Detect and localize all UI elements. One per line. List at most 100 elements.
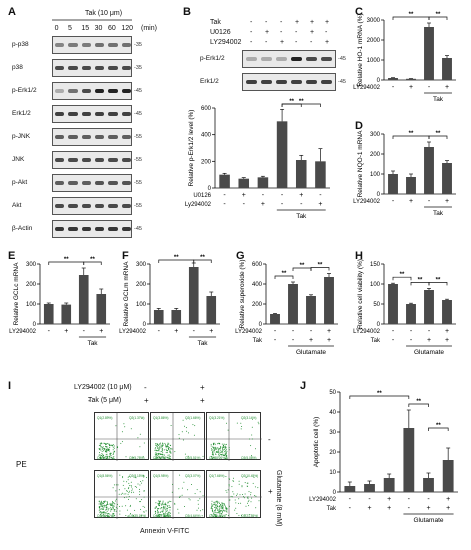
facs-event — [215, 505, 217, 507]
facs-event — [218, 452, 220, 454]
condition-sign: + — [265, 29, 270, 36]
facs-event — [257, 487, 259, 489]
y-tick-label: 300 — [136, 262, 147, 268]
x-sign: + — [409, 84, 413, 91]
facs-event — [220, 446, 222, 448]
facs-event — [110, 507, 112, 509]
blot-band — [261, 57, 272, 61]
facs-event — [226, 422, 227, 424]
facs-event — [160, 458, 162, 459]
x-row-label: Tak — [253, 338, 263, 344]
facs-event — [99, 448, 101, 450]
facs-event — [141, 499, 143, 501]
y-tick-label: 0 — [143, 322, 147, 328]
facs-event — [221, 505, 223, 507]
facs-event — [238, 498, 240, 500]
blot-band — [81, 204, 91, 208]
facs-event — [102, 446, 104, 448]
facs-event — [112, 446, 114, 448]
facs-event — [157, 447, 159, 449]
facs-event — [157, 511, 159, 513]
bar — [442, 163, 452, 194]
quadrant-label: Q4(88.26%) — [209, 456, 226, 460]
facs-event — [181, 494, 183, 496]
facs-event — [250, 494, 252, 496]
facs-event — [238, 480, 240, 482]
facs-event — [98, 454, 100, 456]
facs-event — [131, 492, 133, 494]
blot-row-label: p-Erk1/2 — [200, 55, 225, 62]
mw-marker: -35 — [134, 42, 142, 48]
y-tick-label: 100 — [370, 172, 381, 178]
y-tick-label: 600 — [201, 106, 212, 112]
facs-event — [125, 456, 127, 458]
facs-event — [101, 515, 103, 517]
facs-event — [120, 442, 122, 444]
facs-event — [117, 484, 119, 486]
x-row-label: LY294002 — [353, 199, 381, 205]
facs-event — [157, 500, 159, 502]
facs-event — [122, 477, 124, 479]
facs-event — [212, 505, 214, 507]
panel-label-e: E — [8, 250, 16, 262]
facs-event — [105, 451, 107, 453]
x-row-label: Ly294002 — [185, 202, 212, 208]
facs-event — [220, 451, 222, 453]
facs-event — [99, 445, 101, 447]
x-sign: - — [428, 84, 431, 91]
facs-event — [101, 458, 103, 460]
panel-i-ylabel: PE — [16, 460, 27, 469]
facs-event — [212, 443, 214, 444]
x-sign: - — [410, 337, 413, 344]
blot-band — [95, 66, 105, 70]
facs-event — [214, 457, 216, 459]
x-sign: - — [310, 328, 313, 335]
facs-event — [241, 426, 243, 427]
facs-event — [139, 501, 141, 503]
facs-event — [106, 510, 108, 512]
facs-event — [213, 513, 215, 515]
blot-band — [321, 57, 332, 61]
facs-event — [164, 506, 166, 508]
blot-band — [321, 80, 332, 84]
condition-sign: - — [295, 39, 298, 46]
facs-event — [161, 510, 163, 512]
x-sign: - — [158, 328, 161, 335]
facs-event — [102, 455, 104, 457]
x-sign: - — [223, 192, 226, 199]
facs-event — [217, 512, 219, 514]
facs-event — [170, 444, 172, 446]
facs-event — [105, 448, 107, 450]
facs-event — [106, 506, 108, 508]
significance-bracket — [428, 135, 448, 139]
facs-event — [221, 511, 223, 513]
facs-event — [251, 455, 252, 457]
bar — [219, 174, 230, 188]
facs-event — [191, 484, 192, 485]
mw-marker: -45 — [134, 226, 142, 232]
blot-band — [95, 43, 105, 47]
facs-event — [228, 484, 230, 486]
x-sign: + — [445, 84, 449, 91]
facs-event — [193, 434, 195, 436]
facs-event — [104, 450, 106, 452]
y-tick-label: 40 — [329, 410, 336, 416]
facs-event — [126, 509, 128, 511]
facs-event — [211, 504, 213, 506]
y-tick-label: 3000 — [367, 18, 381, 24]
facs-event — [233, 477, 234, 479]
facs-event — [144, 490, 145, 492]
bar-chart-svg: 0 50 100 150 Relative cell viability (%) ** **… — [353, 259, 456, 356]
facs-event — [107, 509, 109, 511]
facs-event — [105, 456, 107, 458]
facs-event — [123, 423, 125, 425]
quadrant-label: Q2(3.14%) — [241, 416, 256, 420]
facs-event — [100, 504, 102, 506]
facs-event — [142, 505, 144, 507]
facs-event — [160, 446, 162, 448]
facs-event — [103, 514, 104, 516]
facs-event — [166, 510, 168, 512]
time-point-label: 120 — [121, 25, 134, 32]
facs-event — [163, 515, 165, 517]
time-point-label: 30 — [94, 25, 103, 32]
